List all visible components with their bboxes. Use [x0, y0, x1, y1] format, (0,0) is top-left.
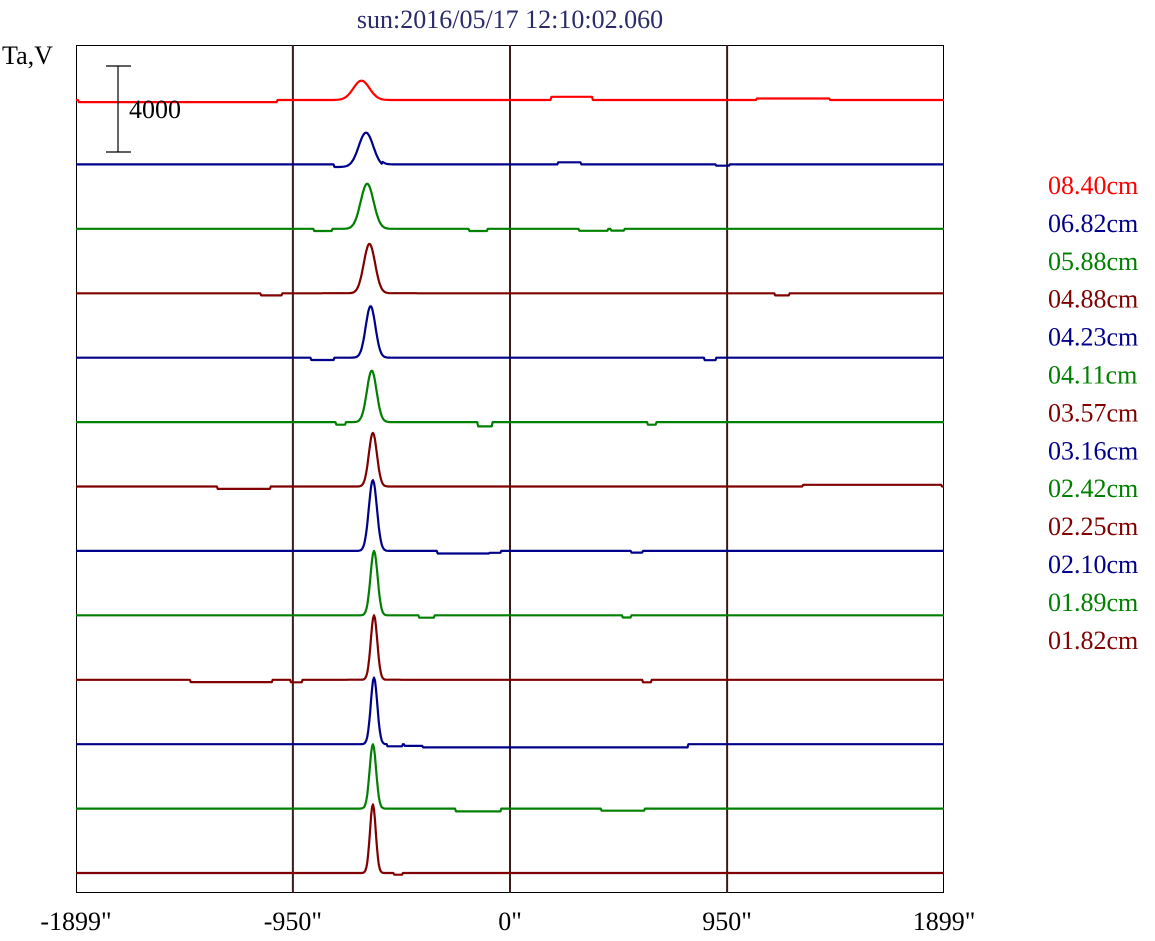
x-tick-label: 1899"	[913, 907, 976, 936]
x-tick-label: -950"	[264, 907, 322, 936]
scale-bar: 4000	[106, 65, 181, 153]
y-axis-label: Ta,V	[2, 41, 53, 70]
series-line	[75, 305, 945, 362]
legend-entry: 04.11cm	[1048, 361, 1137, 390]
series-traces	[75, 79, 945, 876]
x-tick-label: 0"	[498, 907, 522, 936]
vertical-grid	[291, 45, 729, 893]
legend-entry: 04.23cm	[1048, 323, 1138, 352]
legend-entry: 03.16cm	[1048, 436, 1138, 465]
legend-entry: 06.82cm	[1048, 209, 1138, 238]
series-line	[75, 676, 945, 749]
legend: 08.40cm 06.82cm 05.88cm 04.88cm 04.23cm 04.11…	[1048, 171, 1138, 655]
legend-entry: 05.88cm	[1048, 247, 1138, 276]
series-line	[75, 131, 945, 169]
legend-entry: 01.82cm	[1048, 626, 1138, 655]
series-line	[75, 549, 945, 619]
x-tick-label: 950"	[702, 907, 752, 936]
legend-entry: 04.88cm	[1048, 285, 1138, 314]
legend-entry: 02.25cm	[1048, 512, 1138, 541]
legend-entry: 03.57cm	[1048, 398, 1138, 427]
series-line	[75, 431, 945, 490]
legend-entry: 02.42cm	[1048, 474, 1138, 503]
legend-entry: 08.40cm	[1048, 171, 1138, 200]
series-line	[75, 479, 945, 555]
series-line	[75, 79, 945, 104]
series-line	[75, 803, 945, 876]
series-line	[75, 369, 945, 428]
series-line	[75, 242, 945, 297]
legend-entry: 01.89cm	[1048, 588, 1138, 617]
scale-bar-label: 4000	[129, 95, 181, 124]
x-tick-label: -1899"	[40, 907, 111, 936]
chart-title: sun:2016/05/17 12:10:02.060	[357, 5, 663, 34]
x-tick-labels: -1899" -950" 0" 950" 1899"	[40, 907, 975, 936]
series-line	[75, 614, 945, 684]
series-line	[75, 182, 945, 233]
legend-entry: 02.10cm	[1048, 550, 1138, 579]
series-line	[75, 743, 945, 813]
